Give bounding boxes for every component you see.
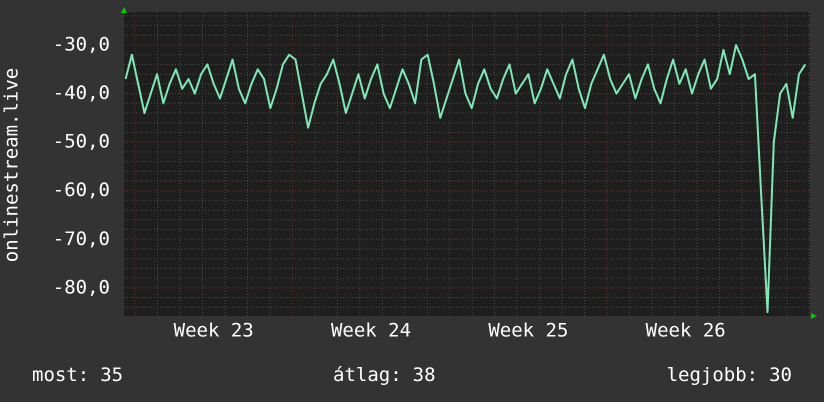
x-tick-label: Week 25 (488, 320, 568, 342)
grid (124, 12, 810, 316)
stat-average: átlag: 38 (333, 364, 436, 386)
x-tick-label: Week 23 (174, 320, 254, 342)
data-line (124, 44, 807, 314)
y-tick-label: -40,0 (53, 82, 110, 104)
plot-area (124, 12, 810, 316)
y-axis-arrow (121, 7, 127, 13)
y-tick-label: -60,0 (53, 179, 110, 201)
y-axis-title: onlinestream.live (1, 68, 23, 262)
stat-label: most: (32, 364, 89, 386)
stat-value: 30 (769, 364, 792, 386)
x-tick-label: Week 26 (646, 320, 726, 342)
y-tick-label: -80,0 (53, 276, 110, 298)
stat-label: legjobb: (667, 364, 759, 386)
stat-best: legjobb: 30 (667, 364, 792, 386)
x-tick-label: Week 24 (331, 320, 411, 342)
x-axis-arrow (811, 313, 817, 319)
stat-value: 35 (100, 364, 123, 386)
stat-most: most: 35 (32, 364, 123, 386)
stat-value: 38 (413, 364, 436, 386)
y-tick-label: -30,0 (53, 34, 110, 56)
stat-label: átlag: (333, 364, 402, 386)
y-tick-label: -50,0 (53, 131, 110, 153)
y-tick-label: -70,0 (53, 228, 110, 250)
